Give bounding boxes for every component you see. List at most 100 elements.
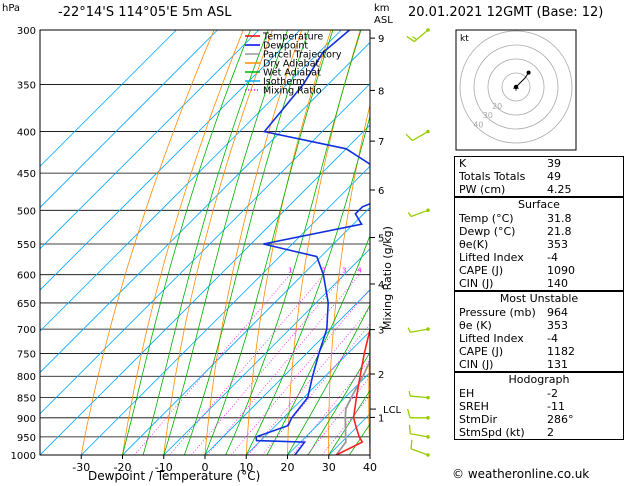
pressure-tick-label: 800 bbox=[17, 372, 36, 383]
hodograph-title: Hodograph bbox=[508, 373, 570, 386]
height-ref: ASL bbox=[374, 15, 393, 26]
hodo-index-label: EH bbox=[459, 387, 475, 400]
surface-index-label: CAPE (J) bbox=[459, 264, 504, 277]
pressure-tick-label: 500 bbox=[17, 206, 36, 217]
isotherm bbox=[40, 83, 370, 415]
indices-panel: K 39 Totals Totals 49 PW (cm) 4.25 Surface Te… bbox=[454, 156, 624, 468]
legend-entry: Wet Adiabat bbox=[263, 68, 321, 79]
legend-entry: Temperature bbox=[262, 32, 323, 43]
hodograph-unit: kt bbox=[460, 34, 469, 44]
wet-adiabat bbox=[163, 30, 288, 455]
km-tick-label: 2 bbox=[378, 370, 384, 381]
wet-adiabat bbox=[287, 304, 370, 455]
mu-index-row: Lifted Index -4 bbox=[455, 332, 623, 345]
mixing-ratio-line bbox=[248, 307, 370, 455]
isotherm bbox=[40, 30, 301, 291]
km-tick-label: 4 bbox=[378, 280, 384, 291]
legend-entry: Parcel Trajectory bbox=[263, 50, 342, 61]
km-tick-label: 8 bbox=[378, 86, 384, 97]
temperature-tick-label: -30 bbox=[72, 461, 90, 474]
isotherm bbox=[122, 206, 370, 455]
pressure-tick-label: 450 bbox=[17, 169, 36, 180]
isotherm bbox=[40, 124, 370, 455]
wind-barb bbox=[407, 408, 430, 420]
hodograph-trace bbox=[515, 72, 530, 88]
hodo-index-value: -2 bbox=[547, 387, 558, 400]
mixing-ratio-label: 3 bbox=[342, 267, 346, 275]
mu-index-value: -4 bbox=[547, 332, 558, 345]
surface-index-row: Dewp (°C) 21.8 bbox=[455, 225, 623, 238]
km-tick-label: 1 bbox=[378, 413, 384, 424]
legend-entry: Isotherm bbox=[263, 77, 305, 88]
wind-barb bbox=[410, 439, 430, 457]
index-row: PW (cm) 4.25 bbox=[455, 183, 623, 196]
km-tick-label: 6 bbox=[378, 186, 384, 197]
surface-index-label: Dewp (°C) bbox=[459, 225, 516, 238]
mu-index-value: 964 bbox=[547, 306, 568, 319]
km-tick-label: 5 bbox=[378, 233, 384, 244]
hodograph-block: Hodograph EH -2 SREH -11 StmDir 286° StmSpd (k… bbox=[454, 372, 624, 440]
km-tick-label: 3 bbox=[378, 326, 384, 337]
surface-index-value: -4 bbox=[547, 251, 558, 264]
wet-adiabat bbox=[307, 351, 370, 455]
mu-index-label: CIN (J) bbox=[459, 358, 494, 371]
mixing-ratio-line bbox=[321, 394, 370, 455]
temperature-profile bbox=[335, 326, 370, 455]
surface-block: Surface Temp (°C) 31.8 Dewp (°C) 21.8 θe(K) 3… bbox=[454, 197, 624, 291]
hodograph-ring-label: 20 bbox=[492, 102, 502, 111]
isotherm bbox=[40, 30, 260, 250]
surface-index-row: Temp (°C) 31.8 bbox=[455, 212, 623, 225]
hodo-index-value: 286° bbox=[547, 413, 574, 426]
mixing-ratio-label: 4 bbox=[357, 267, 362, 275]
isotherm bbox=[40, 41, 370, 374]
index-value: 4.25 bbox=[547, 183, 572, 196]
mu-index-value: 353 bbox=[547, 319, 568, 332]
mixing-ratio-line bbox=[230, 288, 370, 455]
pressure-unit: hPa bbox=[2, 3, 21, 14]
storm-motion-marker: + bbox=[512, 84, 520, 94]
hodograph-ring bbox=[487, 58, 545, 116]
surface-index-row: CIN (J) 140 bbox=[455, 277, 623, 290]
wet-adiabat bbox=[122, 30, 251, 455]
hodo-index-value: 2 bbox=[547, 426, 554, 439]
legend-entry: Dewpoint bbox=[263, 41, 308, 52]
temperature-tick-label: 10 bbox=[239, 461, 253, 474]
isotherm bbox=[40, 30, 177, 167]
index-label: PW (cm) bbox=[459, 183, 506, 196]
parcel-trajectory bbox=[335, 358, 370, 455]
index-row: K 39 bbox=[455, 157, 623, 170]
mixing-ratio-label: 10 bbox=[407, 267, 416, 275]
dry-adiabat bbox=[122, 30, 244, 455]
hodo-index-label: StmDir bbox=[459, 413, 498, 426]
x-axis-label: Dewpoint / Temperature (°C) bbox=[88, 469, 261, 483]
temperature-tick-label: -10 bbox=[155, 461, 173, 474]
pressure-tick-label: 750 bbox=[17, 349, 36, 360]
mixing-ratio-label: 2 bbox=[321, 267, 325, 275]
indices-top-block: K 39 Totals Totals 49 PW (cm) 4.25 bbox=[454, 156, 624, 197]
isotherm bbox=[40, 30, 218, 209]
surface-index-value: 31.8 bbox=[547, 212, 572, 225]
index-label: Totals Totals bbox=[459, 170, 526, 183]
wind-barb bbox=[408, 424, 430, 439]
hodo-index-label: SREH bbox=[459, 400, 489, 413]
mu-index-label: Pressure (mb) bbox=[459, 306, 536, 319]
pressure-tick-label: 400 bbox=[17, 128, 36, 139]
pressure-tick-label: 350 bbox=[17, 80, 36, 91]
mu-index-label: Lifted Index bbox=[459, 332, 524, 345]
dry-adiabat bbox=[408, 30, 448, 455]
hodo-index-row: SREH -11 bbox=[455, 400, 623, 413]
location-header: -22°14'S 114°05'E 5m ASL bbox=[58, 5, 232, 20]
temperature-tick-label: 40 bbox=[363, 461, 377, 474]
wind-barb bbox=[405, 129, 430, 142]
hodograph-ring bbox=[473, 44, 559, 130]
pressure-tick-label: 300 bbox=[17, 26, 36, 37]
surface-index-value: 1090 bbox=[547, 264, 575, 277]
hodograph-ring-label: 30 bbox=[483, 111, 493, 120]
pressure-tick-label: 550 bbox=[17, 240, 36, 251]
mixing-ratio-line bbox=[207, 274, 360, 455]
wet-adiabat bbox=[204, 30, 334, 455]
hodograph-frame bbox=[455, 29, 577, 151]
hodograph-ring bbox=[459, 30, 573, 144]
wind-barb bbox=[408, 391, 430, 400]
wet-adiabat bbox=[328, 389, 370, 455]
